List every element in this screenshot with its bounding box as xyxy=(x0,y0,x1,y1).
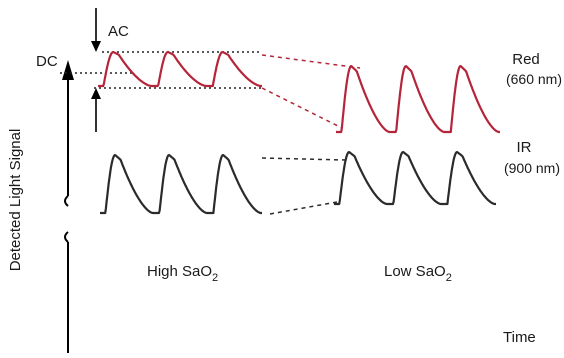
ir-label: IR xyxy=(517,139,532,156)
y-axis-label: Detected Light Signal xyxy=(7,129,24,272)
ac-arrow-up-head xyxy=(91,88,101,99)
low-sao2-label: Low SaO2 xyxy=(384,263,452,284)
high-sao2-ir-waveform xyxy=(99,153,263,215)
red-label: Red xyxy=(512,51,540,68)
ir-connector-bottom xyxy=(269,201,338,215)
red-connector-bottom xyxy=(261,87,343,129)
low-sao2-red-waveform xyxy=(335,64,501,134)
high-sao2-text: High SaO xyxy=(147,263,212,280)
dotted-guides xyxy=(60,51,262,89)
low-sao2-subscript: 2 xyxy=(446,272,452,284)
high-sao2-label: High SaO2 xyxy=(147,263,218,284)
connector-lines xyxy=(261,54,361,215)
red-wavelength-label: (660 nm) xyxy=(506,71,562,87)
y-axis-arrowhead xyxy=(62,60,74,80)
high-sao2-subscript: 2 xyxy=(212,272,218,284)
ac-label: AC xyxy=(108,23,129,40)
y-axis xyxy=(62,60,74,353)
ir-connector-top xyxy=(261,157,346,161)
red-connector-top xyxy=(261,54,361,69)
low-sao2-ir-waveform xyxy=(333,150,497,206)
high-sao2-red-waveform xyxy=(97,50,263,88)
ac-arrows xyxy=(91,8,101,132)
ir-wavelength-label: (900 nm) xyxy=(504,160,560,176)
y-axis-break-upper xyxy=(64,195,69,207)
y-axis-break-lower xyxy=(64,231,69,243)
dc-label: DC xyxy=(36,53,58,70)
x-axis-label: Time xyxy=(503,329,536,346)
low-sao2-text: Low SaO xyxy=(384,263,446,280)
ac-arrow-down-head xyxy=(91,41,101,52)
